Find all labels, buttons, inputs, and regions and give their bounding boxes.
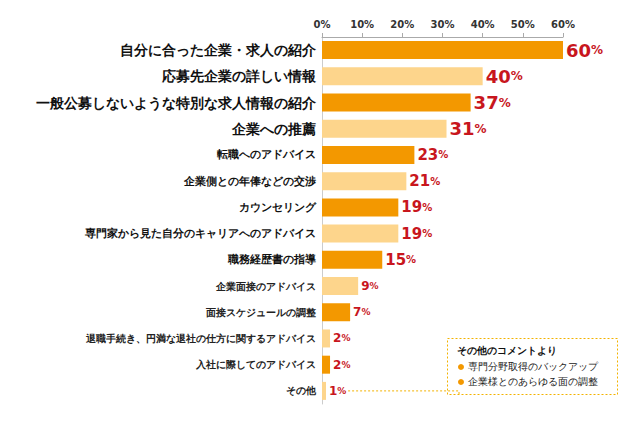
svg-text:一般公募しないような特別な求人情報の紹介: 一般公募しないような特別な求人情報の紹介 xyxy=(36,95,317,112)
svg-text:%: % xyxy=(422,228,432,239)
svg-text:%: % xyxy=(422,202,432,213)
svg-text:%: % xyxy=(369,281,378,291)
svg-text:自分に合った企業・求人の紹介: 自分に合った企業・求人の紹介 xyxy=(120,42,317,58)
svg-text:10%: 10% xyxy=(350,19,374,30)
svg-text:7: 7 xyxy=(353,305,361,319)
svg-text:15: 15 xyxy=(385,251,406,269)
svg-text:企業側との年俸などの交渉: 企業側との年俸などの交渉 xyxy=(183,175,316,188)
svg-text:%: % xyxy=(511,69,523,83)
svg-text:企業への推薦: 企業への推薦 xyxy=(231,121,316,137)
svg-text:%: % xyxy=(591,43,603,57)
svg-text:企業様とのあらゆる面の調整: 企業様とのあらゆる面の調整 xyxy=(468,376,598,387)
svg-text:企業面接のアドバイス: 企業面接のアドバイス xyxy=(215,281,316,292)
svg-text:応募先企業の詳しい情報: 応募先企業の詳しい情報 xyxy=(161,68,317,84)
svg-text:%: % xyxy=(475,122,487,136)
svg-text:2: 2 xyxy=(333,331,341,345)
svg-text:2: 2 xyxy=(333,358,341,372)
svg-text:37: 37 xyxy=(474,92,499,113)
svg-text:%: % xyxy=(406,254,416,265)
svg-text:カウンセリング: カウンセリング xyxy=(239,201,317,214)
svg-text:21: 21 xyxy=(409,172,430,190)
svg-text:転職へのアドバイス: 転職へのアドバイス xyxy=(216,148,316,161)
svg-text:19: 19 xyxy=(401,225,422,243)
svg-text:%: % xyxy=(430,176,440,187)
svg-text:%: % xyxy=(361,307,370,317)
svg-text:20%: 20% xyxy=(390,19,414,30)
svg-text:その他: その他 xyxy=(286,385,317,396)
svg-text:面接スケジュールの調整: 面接スケジュールの調整 xyxy=(205,307,317,318)
svg-text:%: % xyxy=(337,386,346,396)
svg-text:専門分野取得のバックアップ: 専門分野取得のバックアップ xyxy=(468,361,599,372)
svg-text:60: 60 xyxy=(566,40,591,61)
svg-text:19: 19 xyxy=(401,198,422,216)
svg-text:30%: 30% xyxy=(431,19,455,30)
svg-text:その他のコメントより: その他のコメントより xyxy=(457,345,557,356)
svg-text:%: % xyxy=(341,333,350,343)
svg-text:%: % xyxy=(499,96,511,110)
svg-text:専門家から見た自分のキャリアへのアドバイス: 専門家から見た自分のキャリアへのアドバイス xyxy=(84,227,316,240)
svg-text:1: 1 xyxy=(329,384,337,398)
svg-text:職務経歴書の指導: 職務経歴書の指導 xyxy=(227,253,317,266)
svg-text:%: % xyxy=(438,149,448,160)
svg-text:50%: 50% xyxy=(511,19,535,30)
svg-text:60%: 60% xyxy=(551,19,575,30)
svg-text:23: 23 xyxy=(417,146,438,164)
svg-text:31: 31 xyxy=(450,118,475,139)
svg-text:0%: 0% xyxy=(314,19,331,30)
svg-text:40: 40 xyxy=(486,66,511,87)
svg-text:40%: 40% xyxy=(471,19,495,30)
svg-text:%: % xyxy=(341,360,350,370)
svg-text:入社に際してのアドバイス: 入社に際してのアドバイス xyxy=(195,359,316,370)
svg-text:9: 9 xyxy=(361,279,369,293)
svg-text:退職手続き、円満な退社の仕方に関するアドバイス: 退職手続き、円満な退社の仕方に関するアドバイス xyxy=(85,333,316,345)
